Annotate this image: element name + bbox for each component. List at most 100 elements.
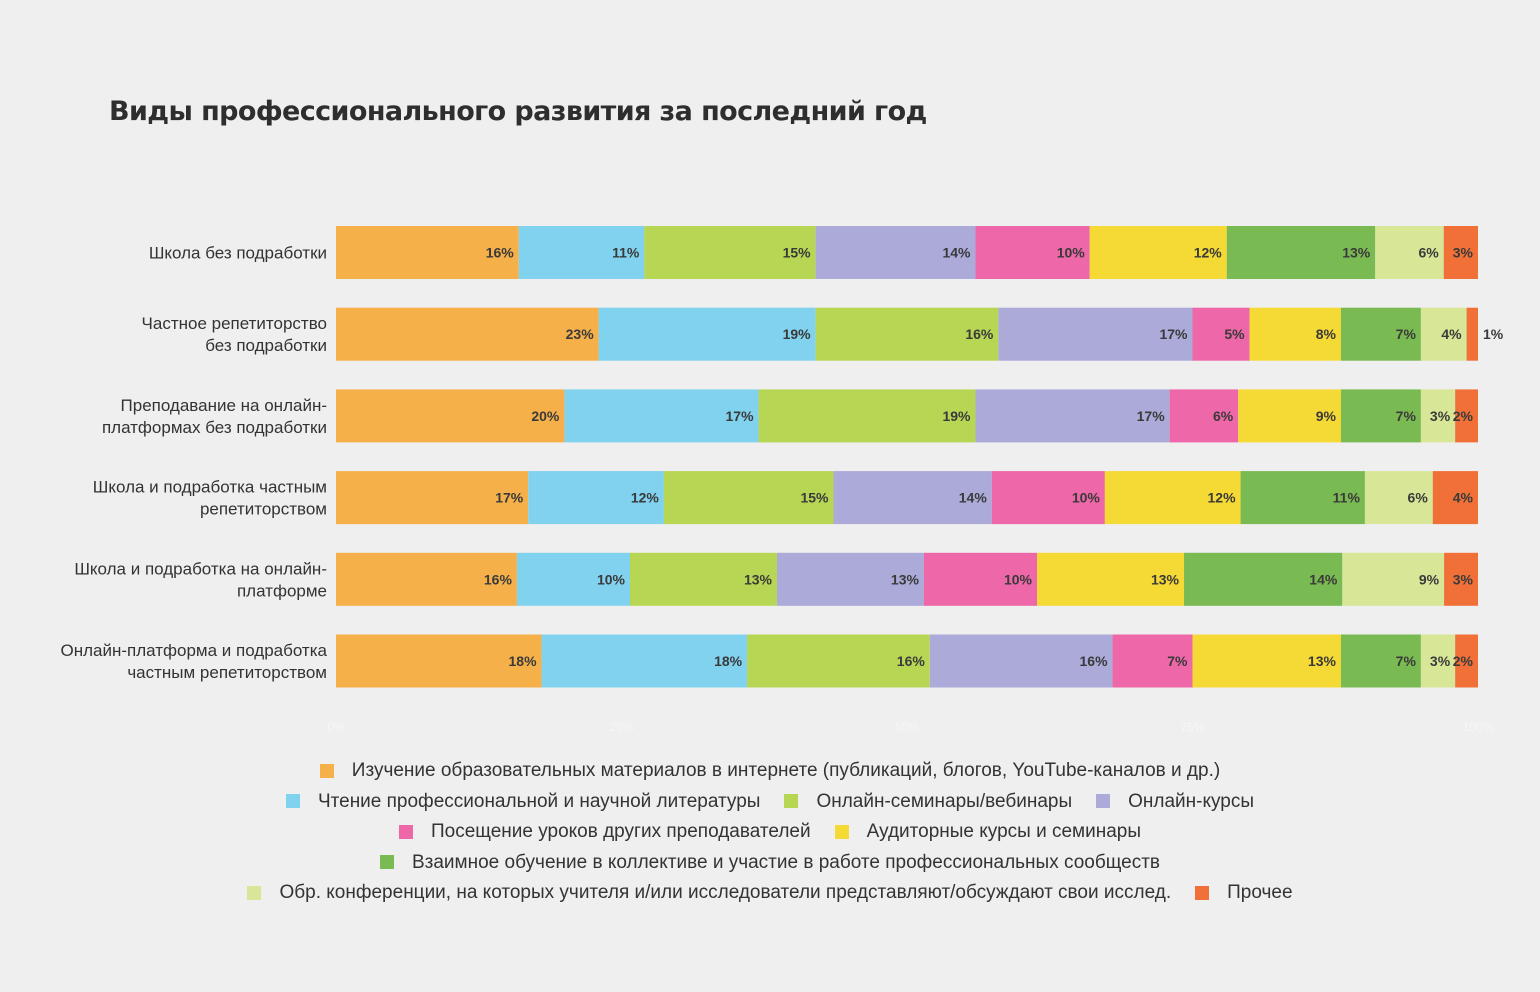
bar-segment — [929, 634, 1113, 688]
bar-segment — [336, 226, 519, 279]
legend-label: Аудиторные курсы и семинары — [866, 821, 1141, 842]
data-label: 3% — [1430, 653, 1451, 669]
data-label: 16% — [965, 326, 994, 342]
bar-segment — [1455, 389, 1478, 443]
data-label: 7% — [1396, 408, 1417, 424]
legend-item: Чтение профессиональной и научной литера… — [285, 787, 761, 816]
data-label: 17% — [1159, 326, 1188, 342]
data-label: 6% — [1213, 408, 1234, 424]
bar-segment — [336, 307, 599, 361]
data-label: 2% — [1453, 408, 1474, 424]
legend-swatch — [247, 885, 262, 900]
category-label: Преподавание на онлайн- — [121, 396, 327, 415]
legend-swatch — [398, 824, 413, 839]
bar-segment — [1340, 634, 1421, 688]
legend-swatch — [285, 794, 300, 808]
bar-segment — [336, 634, 542, 688]
legend-label: Посещение уроков других преподавателей — [430, 821, 811, 842]
legend-item: Посещение уроков других преподавателей — [398, 817, 811, 846]
data-label: 3% — [1453, 245, 1474, 261]
bar-segment — [747, 634, 930, 688]
bar-segment — [923, 552, 1038, 606]
legend-swatch — [379, 855, 394, 869]
legend-row: Обр. конференции, на которых учителя и/и… — [0, 878, 1540, 909]
bar-segment — [1192, 634, 1341, 688]
legend-item: Взаимное обучение в коллективе и участие… — [379, 848, 1160, 877]
legend-label: Обр. конференции, на которых учителя и/и… — [279, 882, 1172, 903]
data-label: 12% — [1194, 245, 1223, 261]
bar-segment — [1240, 471, 1365, 525]
bar-segment — [1112, 634, 1193, 688]
data-label: 8% — [1316, 326, 1337, 342]
data-label: 10% — [1072, 490, 1101, 506]
legend-row: Изучение образовательных материалов в ин… — [0, 756, 1540, 787]
data-label: 17% — [1137, 408, 1166, 424]
data-label: 9% — [1316, 408, 1337, 424]
x-tick-label: 75% — [1180, 720, 1204, 734]
data-label: 14% — [1309, 571, 1338, 587]
bar-segment — [1432, 471, 1478, 525]
chart-title: Виды профессионального развития за после… — [109, 96, 927, 127]
data-label: 14% — [959, 490, 988, 506]
bar-segment — [1037, 552, 1185, 606]
bar-segment — [663, 471, 834, 525]
bar-segment — [975, 389, 1170, 443]
bar-segment — [1420, 389, 1456, 443]
data-label: 3% — [1430, 408, 1451, 424]
bar-segment — [1192, 307, 1250, 361]
chart-legend: Изучение образовательных материалов в ин… — [0, 756, 1540, 909]
data-label: 16% — [1080, 653, 1109, 669]
data-label: 16% — [486, 245, 515, 261]
data-label: 3% — [1453, 571, 1474, 587]
data-label: 14% — [942, 245, 971, 261]
bar-segment — [991, 471, 1105, 525]
legend-swatch — [1195, 885, 1210, 900]
bar-segment — [1184, 552, 1343, 606]
bar-segment — [1342, 552, 1445, 606]
legend-row: Посещение уроков других преподавателей Ау… — [0, 817, 1540, 848]
bar-segment — [1104, 471, 1241, 525]
legend-label: Чтение профессиональной и научной литера… — [317, 790, 761, 812]
bar-segment — [815, 307, 999, 361]
bar-segment — [564, 389, 759, 443]
category-label: без подработки — [205, 336, 327, 355]
data-label: 23% — [566, 326, 595, 342]
x-tick-label: 0% — [327, 720, 345, 734]
bar-segment — [1226, 226, 1376, 279]
legend-row: Чтение профессиональной и научной литера… — [0, 787, 1540, 818]
bar-segment — [1420, 634, 1456, 688]
legend-item: Онлайн-курсы — [1096, 787, 1254, 816]
bar-segment — [1375, 226, 1444, 279]
legend-item: Изучение образовательных материалов в ин… — [319, 756, 1220, 785]
bar-row: Онлайн-платформа и подработка частным реп… — [61, 634, 1478, 688]
x-tick-label: 25% — [609, 720, 633, 734]
bar-segment — [975, 226, 1090, 279]
data-label: 13% — [891, 571, 920, 587]
data-label: 10% — [1057, 245, 1086, 261]
bar-segment — [336, 471, 529, 525]
bar-row: Преподавание на онлайн-платформах без по… — [102, 389, 1478, 443]
legend-item: Аудиторные курсы и семинары — [834, 817, 1141, 846]
legend-label: Онлайн-семинары/вебинары — [816, 790, 1073, 812]
bar-segment — [758, 389, 976, 443]
legend-swatch — [1096, 794, 1111, 808]
data-label: 1% — [1483, 326, 1504, 342]
bar-segment — [336, 389, 565, 443]
data-label: 12% — [1208, 490, 1237, 506]
data-label: 5% — [1224, 326, 1245, 342]
data-label: 16% — [897, 653, 926, 669]
data-label: 13% — [744, 571, 773, 587]
legend-swatch — [834, 824, 849, 839]
category-label: репетиторством — [200, 500, 327, 519]
bar-segment — [1444, 552, 1478, 606]
bar-segment — [1340, 307, 1421, 361]
data-label: 13% — [1151, 571, 1180, 587]
bar-segment — [776, 552, 924, 606]
data-label: 6% — [1419, 245, 1440, 261]
bar-segment — [1443, 226, 1478, 279]
data-label: 4% — [1453, 490, 1474, 506]
bar-segment — [629, 552, 777, 606]
bar-segment — [1340, 389, 1421, 443]
data-label: 13% — [1308, 653, 1337, 669]
legend-swatch — [784, 794, 799, 808]
